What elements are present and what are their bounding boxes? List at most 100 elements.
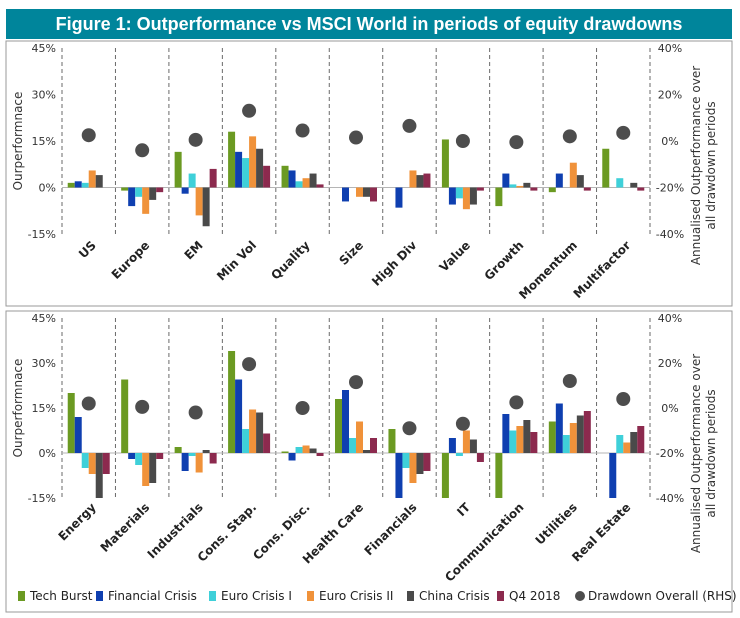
bar [316, 184, 324, 188]
bar [416, 175, 424, 188]
bar [441, 139, 449, 188]
bar [349, 438, 356, 453]
bar [228, 131, 236, 188]
legend-swatch [497, 591, 504, 601]
bar [502, 414, 510, 453]
bar [263, 165, 271, 188]
category-label: Cons. Disc. [250, 500, 312, 562]
legend-label: Tech Burst [29, 589, 93, 603]
bar [637, 187, 645, 191]
category-label: Growth [482, 238, 527, 283]
bar [74, 417, 82, 453]
y-tick-label: 0% [39, 182, 56, 195]
category-label: US [76, 238, 99, 261]
y2-axis-title-line1: Annualised Outperformance over [689, 66, 703, 265]
category-label: Real Estate [569, 500, 633, 564]
bar [370, 187, 377, 202]
bar [249, 409, 257, 453]
category-label: Size [337, 238, 367, 268]
bar [281, 165, 289, 188]
panel-border [5, 310, 733, 613]
category-label: Value [437, 238, 473, 274]
bar [128, 453, 136, 459]
bar [623, 442, 631, 453]
y-tick-label: 30% [32, 357, 56, 370]
bar [423, 173, 431, 188]
bar [509, 184, 517, 188]
bar [462, 187, 470, 210]
y2-tick-label: 40% [658, 42, 682, 55]
legend-label: China Crisis [419, 589, 490, 603]
bar [67, 182, 75, 188]
y-tick-label: 30% [32, 89, 56, 102]
legend-swatch [96, 591, 103, 601]
bar [263, 433, 271, 453]
bar [495, 453, 503, 498]
bar [409, 170, 417, 188]
bar [609, 453, 617, 498]
bar [288, 453, 296, 461]
bar [476, 453, 484, 462]
bar [288, 170, 296, 188]
bar [388, 429, 396, 453]
bar [242, 429, 250, 453]
bar [462, 430, 470, 453]
bar [242, 158, 250, 188]
overall-dot [509, 135, 524, 150]
category-label: EM [182, 238, 206, 262]
legend-swatch [307, 591, 314, 601]
bar [363, 187, 370, 197]
bar [448, 187, 456, 205]
y2-tick-label: -40% [656, 492, 684, 505]
overall-dot [242, 357, 257, 372]
bar [281, 451, 289, 453]
bar [455, 453, 463, 456]
bar [81, 453, 89, 468]
y-tick-label: 45% [32, 312, 56, 325]
bar [555, 403, 563, 453]
overall-dot [402, 421, 417, 436]
bar [548, 421, 556, 453]
panel-border [5, 40, 733, 307]
overall-dot [509, 395, 524, 410]
overall-dot [455, 416, 470, 431]
category-label: Europe [109, 238, 153, 282]
category-label: Financials [362, 500, 420, 558]
legend-label: Financial Crisis [108, 589, 197, 603]
bar [469, 187, 477, 205]
bar [523, 182, 531, 188]
bar [67, 393, 75, 453]
bar [121, 379, 129, 453]
category-label: High Div [369, 238, 420, 289]
bar [142, 453, 150, 486]
bar [156, 453, 164, 459]
bar [416, 453, 424, 474]
bar [135, 187, 143, 197]
bar [516, 185, 524, 188]
category-label: Multifactor [571, 238, 634, 301]
bar [562, 435, 570, 453]
bar [128, 187, 136, 207]
y-tick-label: -15% [28, 492, 56, 505]
y2-axis-title-line2: all drawdown periods [704, 101, 718, 229]
y2-tick-label: -20% [656, 182, 684, 195]
y2-axis-title-line1: Annualised Outperformance over [689, 354, 703, 553]
bar [202, 187, 210, 227]
y2-tick-label: 20% [658, 89, 682, 102]
bar [616, 178, 624, 188]
bar [95, 453, 103, 498]
bar [156, 187, 164, 193]
bar [74, 181, 82, 188]
bar [602, 148, 610, 188]
overall-dot [242, 103, 257, 118]
overall-dot [349, 375, 363, 390]
bar [342, 187, 349, 202]
bar [476, 187, 484, 191]
y-axis-title: Ourperformnace [11, 359, 25, 458]
bar [88, 453, 96, 474]
bar [174, 151, 182, 188]
bar [256, 412, 264, 453]
category-label: Materials [98, 500, 153, 555]
bar [309, 173, 317, 188]
